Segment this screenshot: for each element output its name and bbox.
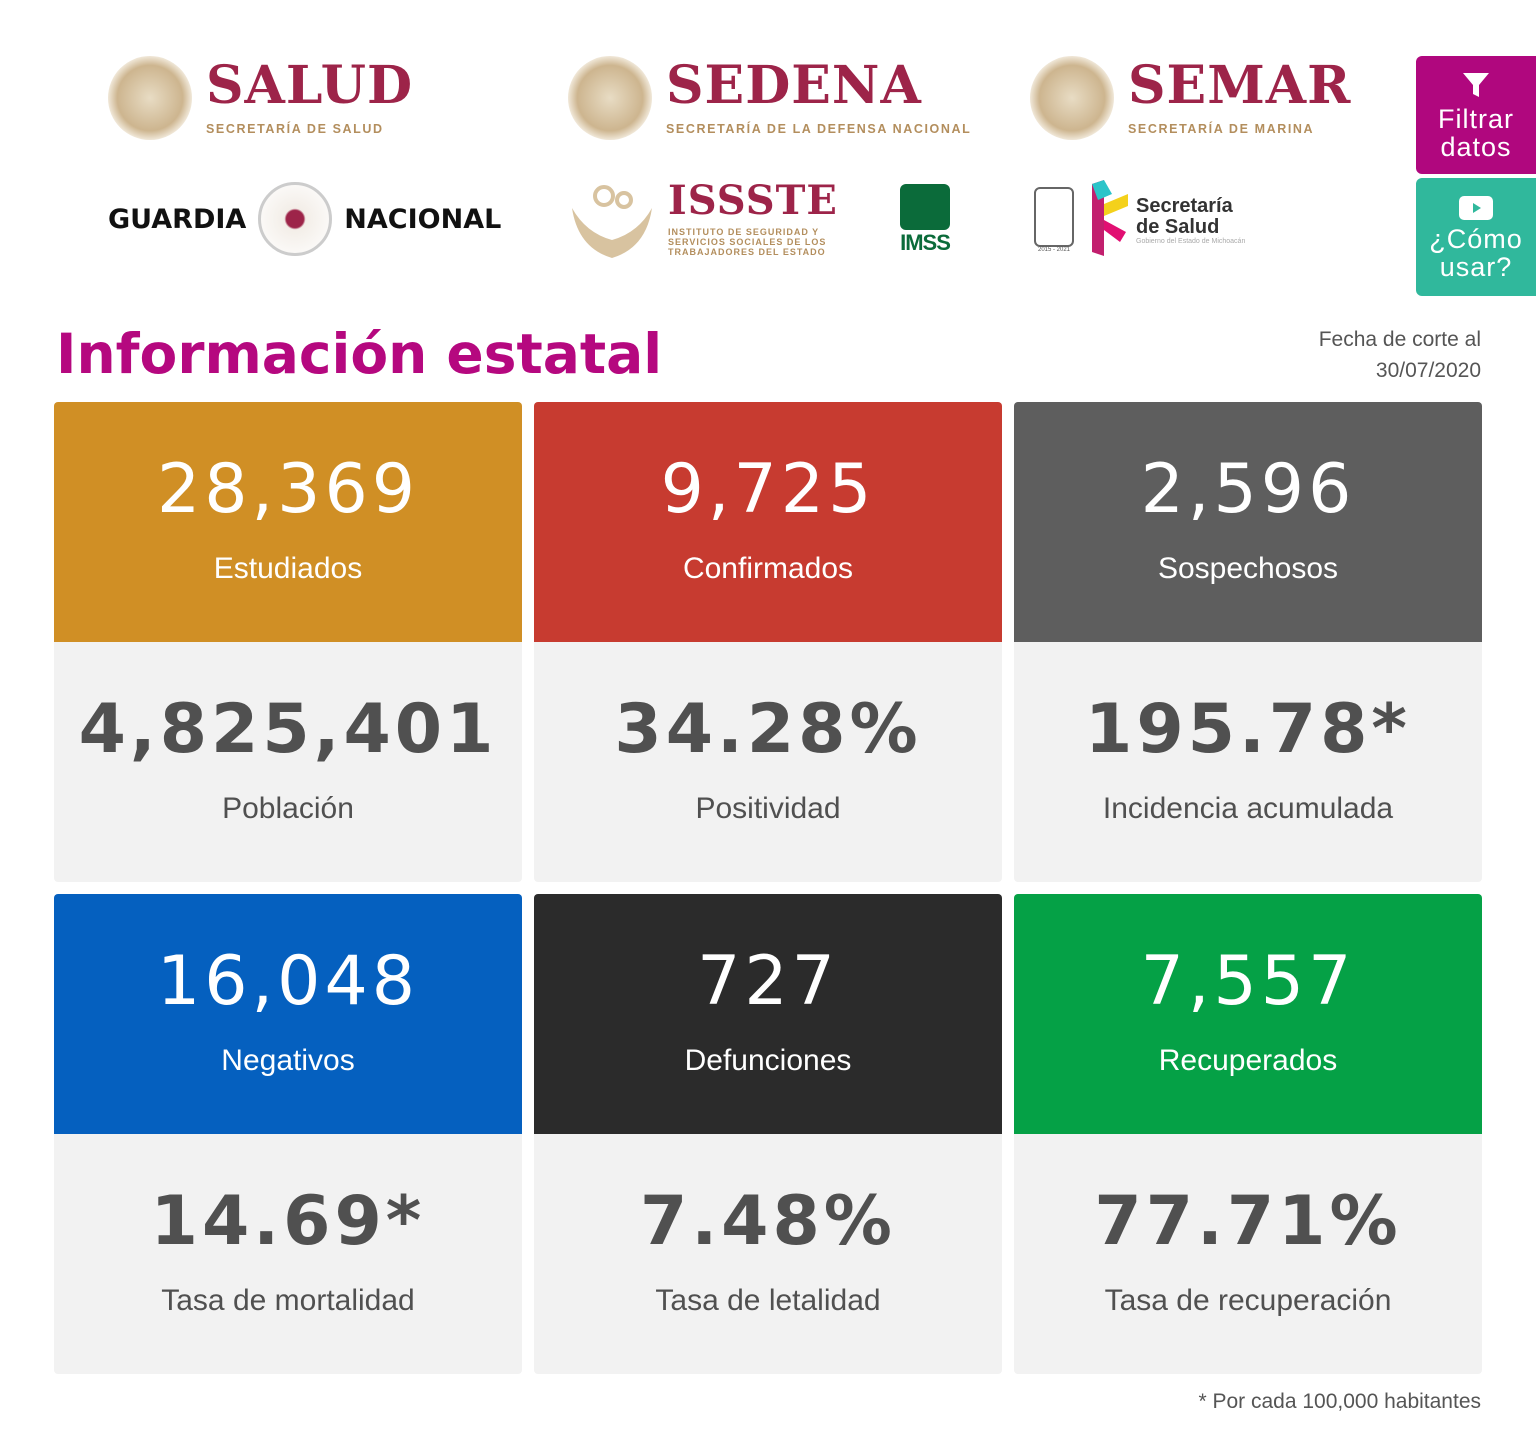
filter-data-button[interactable]: Filtrar datos bbox=[1416, 56, 1536, 174]
stat-tile-población: 4,825,401 Población bbox=[54, 642, 522, 882]
date-value: 30/07/2020 bbox=[1375, 359, 1481, 382]
stat-tile-positividad: 34.28% Positividad bbox=[534, 642, 1002, 882]
stat-value: 14.69* bbox=[150, 1182, 426, 1261]
stat-tile-negativos: 16,048 Negativos bbox=[54, 894, 522, 1134]
how-to-use-button[interactable]: ¿Cómo usar? bbox=[1416, 178, 1536, 296]
stat-label: Sospechosos bbox=[1157, 552, 1339, 585]
logo-subtitle: INSTITUTO DE SEGURIDAD Y SERVICIOS SOCIA… bbox=[668, 227, 827, 257]
stat-value: 34.28% bbox=[614, 690, 922, 769]
stat-value: 28,369 bbox=[157, 450, 419, 529]
coat-of-arms-icon bbox=[1030, 56, 1114, 140]
stat-tile-estudiados: 28,369 Estudiados bbox=[54, 402, 522, 642]
date-label: Fecha de corte al bbox=[1318, 328, 1481, 351]
stat-value: 4,825,401 bbox=[78, 690, 498, 769]
logo-subtitle: Gobierno del Estado de Michoacán bbox=[1136, 237, 1246, 245]
logo-title: de Salud bbox=[1136, 215, 1220, 238]
logo-sedena: SEDENA SECRETARÍA DE LA DEFENSA NACIONAL bbox=[568, 56, 971, 140]
logo-guardia-nacional: GUARDIA NACIONAL bbox=[108, 182, 501, 256]
stat-label: Estudiados bbox=[213, 552, 363, 585]
stat-value: 727 bbox=[697, 942, 839, 1021]
how-to-use-label: ¿Cómo usar? bbox=[1429, 224, 1523, 282]
stat-tile-defunciones: 727 Defunciones bbox=[534, 894, 1002, 1134]
logo-subtitle: SECRETARÍA DE LA DEFENSA NACIONAL bbox=[666, 122, 972, 136]
logo-michoacan: 2015 - 2021 Secretaría de Salud Gobierno d… bbox=[1034, 180, 1245, 260]
filter-icon bbox=[1463, 73, 1489, 97]
logo-subtitle: SECRETARÍA DE MARINA bbox=[1128, 122, 1315, 136]
logo-title: Secretaría bbox=[1136, 194, 1233, 217]
filter-label: Filtrar datos bbox=[1438, 104, 1514, 162]
stat-value: 77.71% bbox=[1094, 1182, 1402, 1261]
logo-salud: SALUD SECRETARÍA DE SALUD bbox=[108, 56, 413, 140]
guardia-seal-icon bbox=[258, 182, 333, 256]
stat-tile-tasa-de-recuperación: 77.71% Tasa de recuperación bbox=[1014, 1134, 1482, 1374]
stat-tile-tasa-de-letalidad: 7.48% Tasa de letalidad bbox=[534, 1134, 1002, 1374]
logo-subtitle: SECRETARÍA DE SALUD bbox=[206, 122, 384, 136]
years: 2015 - 2021 bbox=[1037, 247, 1071, 253]
stat-value: 16,048 bbox=[157, 942, 419, 1021]
hands-icon bbox=[572, 185, 652, 258]
logo-issste: ISSSTE INSTITUTO DE SEGURIDAD Y SERVICIOS… bbox=[568, 178, 838, 260]
logo-text: IMSS bbox=[900, 230, 951, 255]
stat-tile-confirmados: 9,725 Confirmados bbox=[534, 402, 1002, 642]
page-title: Información estatal bbox=[56, 322, 663, 386]
stat-label: Positividad bbox=[695, 792, 841, 825]
play-icon bbox=[1459, 196, 1493, 220]
stat-value: 7,557 bbox=[1140, 942, 1356, 1021]
logo-title: ISSSTE bbox=[668, 177, 838, 224]
stat-label: Confirmados bbox=[682, 552, 854, 585]
coat-of-arms-icon bbox=[568, 56, 652, 140]
state-seal-icon bbox=[1034, 187, 1074, 247]
stat-label: Recuperados bbox=[1158, 1044, 1338, 1077]
stat-label: Tasa de mortalidad bbox=[161, 1284, 415, 1317]
footnote: * Por cada 100,000 habitantes bbox=[1198, 1390, 1481, 1413]
stat-tile-incidencia-acumulada: 195.78* Incidencia acumulada bbox=[1014, 642, 1482, 882]
stat-tile-tasa-de-mortalidad: 14.69* Tasa de mortalidad bbox=[54, 1134, 522, 1374]
stat-label: Defunciones bbox=[684, 1044, 852, 1077]
coat-of-arms-icon bbox=[108, 56, 192, 140]
stat-tile-recuperados: 7,557 Recuperados bbox=[1014, 894, 1482, 1134]
stat-value: 2,596 bbox=[1140, 450, 1356, 529]
logo-title: SEMAR bbox=[1128, 55, 1352, 116]
stat-label: Tasa de recuperación bbox=[1104, 1284, 1392, 1317]
stat-label: Negativos bbox=[221, 1044, 355, 1077]
logo-imss: IMSS bbox=[900, 184, 951, 256]
logo-text: NACIONAL bbox=[344, 203, 502, 235]
cutoff-date: Fecha de corte al 30/07/2020 bbox=[1319, 324, 1481, 386]
stat-label: Incidencia acumulada bbox=[1102, 792, 1394, 825]
k-logo-icon bbox=[1092, 180, 1128, 256]
stat-value: 7.48% bbox=[640, 1182, 896, 1261]
imss-emblem-icon bbox=[900, 184, 950, 230]
logo-semar: SEMAR SECRETARÍA DE MARINA bbox=[1030, 56, 1351, 140]
stat-label: Tasa de letalidad bbox=[655, 1284, 881, 1317]
logo-title: SALUD bbox=[206, 55, 414, 116]
stat-label: Población bbox=[222, 792, 354, 825]
stat-tile-sospechosos: 2,596 Sospechosos bbox=[1014, 402, 1482, 642]
stat-value: 9,725 bbox=[660, 450, 876, 529]
logo-title: SEDENA bbox=[666, 55, 922, 116]
stat-value: 195.78* bbox=[1085, 690, 1411, 769]
logo-text: GUARDIA bbox=[108, 203, 247, 235]
